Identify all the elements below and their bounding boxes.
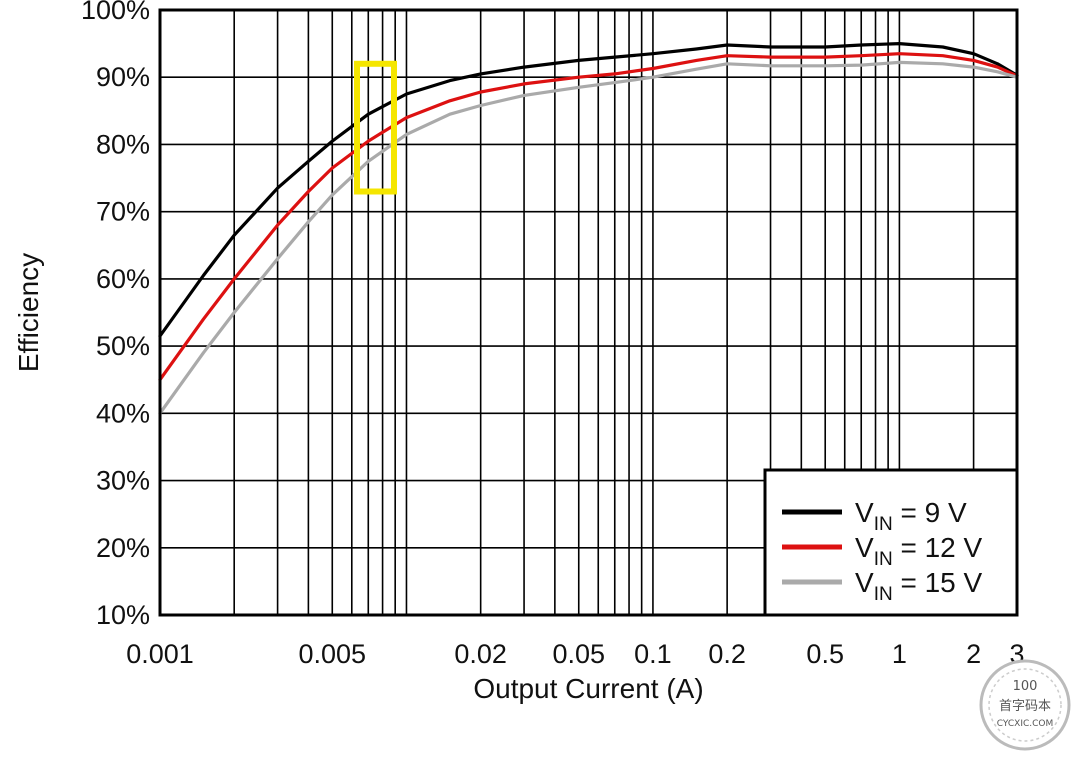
series-line-1 <box>158 42 1019 338</box>
x-tick-labels: 0.001 0.005 0.02 0.05 0.1 0.2 0.5 1 2 3 <box>126 639 1024 669</box>
legend-box <box>763 468 1019 617</box>
watermark-bottom: CYCXIC.COM <box>997 719 1054 729</box>
x-tick-label: 0.02 <box>454 639 507 669</box>
series-layer <box>158 42 1019 415</box>
y-tick-labels: 10% 20% 30% 40% 50% 60% 70% 80% 90% 100% <box>81 0 150 630</box>
y-tick-label: 10% <box>96 600 150 630</box>
y-axis-label: Efficiency <box>13 253 44 372</box>
watermark-stamp: 100 首字码本 CYCXIC.COM <box>979 659 1071 751</box>
y-tick-label: 40% <box>96 398 150 428</box>
x-tick-label: 0.1 <box>634 639 672 669</box>
watermark-top: 100 <box>1013 679 1038 694</box>
x-tick-label: 0.001 <box>126 639 194 669</box>
series-line-2 <box>158 52 1019 382</box>
legend-entry-label: VIN = 15 V <box>855 567 983 605</box>
y-tick-label: 20% <box>96 533 150 563</box>
y-tick-label: 100% <box>81 0 150 25</box>
x-tick-label: 1 <box>892 639 907 669</box>
x-tick-label: 0.005 <box>298 639 366 669</box>
watermark-mid: 首字码本 <box>999 699 1051 714</box>
y-tick-label: 60% <box>96 264 150 294</box>
x-tick-label: 0.05 <box>552 639 605 669</box>
highlight-box <box>354 60 397 195</box>
y-tick-label: 50% <box>96 331 150 361</box>
series-line-3 <box>158 60 1019 415</box>
legend-entry-label: VIN = 12 V <box>855 532 983 570</box>
annotation-layer <box>354 60 397 195</box>
x-tick-label: 0.5 <box>806 639 844 669</box>
y-tick-label: 80% <box>96 129 150 159</box>
x-axis-label: Output Current (A) <box>473 673 703 704</box>
x-tick-label: 2 <box>966 639 981 669</box>
legend-entry-label: VIN = 9 V <box>855 497 967 535</box>
y-tick-label: 70% <box>96 197 150 227</box>
x-tick-label: 0.2 <box>708 639 746 669</box>
plot-frame <box>158 8 1019 617</box>
y-tick-label: 30% <box>96 466 150 496</box>
y-tick-label: 90% <box>96 62 150 92</box>
